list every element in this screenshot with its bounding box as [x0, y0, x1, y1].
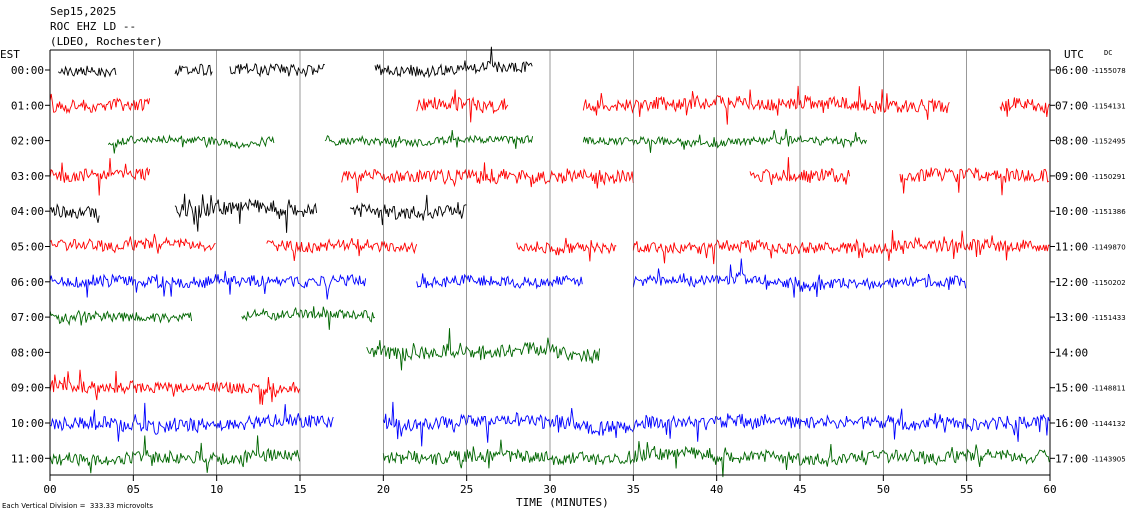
grid-lines: [49, 49, 1051, 481]
utc-label-0800: 14:00: [1055, 346, 1088, 359]
trace-0100-seg-0: [49, 93, 151, 115]
utc-label-0500: 11:00: [1055, 241, 1088, 254]
utc-label-0300: 09:00: [1055, 170, 1088, 183]
trace-0700-seg-1: [241, 306, 376, 330]
dc-offset-0300: -1150291: [1092, 173, 1126, 181]
x-tick-label-05: 05: [127, 483, 140, 496]
est-label-0800: 08:00: [11, 346, 44, 359]
x-tick-label-30: 30: [543, 483, 556, 496]
est-label-1100: 11:00: [11, 452, 44, 465]
trace-0400-seg-2: [349, 194, 467, 226]
trace-0600-seg-0: [49, 270, 367, 300]
est-label-0700: 07:00: [11, 311, 44, 324]
dc-offset-0900: -1148811: [1092, 385, 1126, 393]
trace-0000-seg-1: [174, 63, 213, 77]
vertical-division-note: Each Vertical Division = 333.33 microvol…: [2, 502, 154, 510]
dc-offset-0200: -1152495: [1092, 138, 1126, 146]
trace-1000-seg-0: [49, 402, 334, 442]
trace-0500-seg-1: [266, 238, 418, 261]
x-tick-label-20: 20: [377, 483, 390, 496]
station-code: ROC EHZ LD --: [50, 20, 137, 33]
est-label-0400: 04:00: [11, 205, 44, 218]
x-tick-label-60: 60: [1043, 483, 1056, 496]
trace-0700-seg-0: [49, 309, 193, 327]
x-tick-label-40: 40: [710, 483, 723, 496]
est-label-0200: 02:00: [11, 135, 44, 148]
x-tick-label-35: 35: [627, 483, 640, 496]
axis-labels: 00 05 10 15 20 25 30 35 40 45 50 55 60 00:00 06:00 -115…: [11, 64, 1126, 496]
est-label-0000: 00:00: [11, 64, 44, 77]
x-tick-label-00: 00: [43, 483, 56, 496]
trace-0200-seg-0: [107, 134, 275, 154]
utc-label-1000: 16:00: [1055, 417, 1088, 430]
x-tick-label-10: 10: [210, 483, 223, 496]
est-label-0900: 09:00: [11, 382, 44, 395]
trace-0800-seg-0: [366, 328, 600, 371]
dc-offset-0100: -1154131: [1092, 102, 1126, 110]
est-label-0100: 01:00: [11, 99, 44, 112]
dc-offset-0700: -1151433: [1092, 314, 1126, 322]
trace-0200-seg-2: [582, 128, 867, 153]
trace-0000-seg-3: [374, 46, 533, 79]
trace-0600-seg-1: [416, 273, 583, 290]
utc-label-0900: 15:00: [1055, 382, 1088, 395]
chart-date: Sep15,2025: [50, 5, 117, 18]
trace-0400-seg-1: [174, 193, 318, 233]
x-tick-label-45: 45: [793, 483, 806, 496]
trace-0300-seg-3: [899, 167, 1050, 196]
utc-label-0100: 07:00: [1055, 99, 1088, 112]
trace-layer: [49, 46, 1050, 478]
trace-0500-seg-2: [516, 237, 617, 262]
trace-0600-seg-2: [632, 258, 967, 298]
network-name: (LDEO, Rochester): [50, 35, 163, 48]
est-label-0500: 05:00: [11, 241, 44, 254]
est-label-1000: 10:00: [11, 417, 44, 430]
trace-1100-seg-1: [382, 439, 1050, 478]
est-axis-label: EST: [0, 48, 20, 61]
trace-0100-seg-1: [416, 89, 509, 123]
trace-1100-seg-0: [49, 435, 301, 474]
trace-0500-seg-0: [49, 233, 216, 254]
trace-0300-seg-1: [341, 162, 634, 194]
trace-0000-seg-2: [229, 63, 325, 78]
dc-offset-1000: -1144132: [1092, 420, 1126, 428]
utc-label-1100: 17:00: [1055, 452, 1088, 465]
trace-0900-seg-0: [49, 369, 301, 405]
utc-label-0600: 12:00: [1055, 276, 1088, 289]
est-label-0300: 03:00: [11, 170, 44, 183]
trace-0200-seg-1: [324, 129, 534, 149]
trace-0100-seg-2: [582, 85, 950, 125]
dc-offset-0600: -1150202: [1092, 279, 1126, 287]
dc-offset-1100: -1143905: [1092, 455, 1126, 463]
x-tick-label-15: 15: [293, 483, 306, 496]
x-tick-label-50: 50: [877, 483, 890, 496]
utc-label-0000: 06:00: [1055, 64, 1088, 77]
dc-offset-0000: -1155078: [1092, 67, 1126, 75]
x-axis-title: TIME (MINUTES): [516, 496, 609, 509]
utc-axis-label: UTC: [1064, 48, 1084, 61]
dc-column-header: DC: [1104, 49, 1113, 57]
dc-offset-0500: -1149870: [1092, 244, 1126, 252]
x-tick-label-25: 25: [460, 483, 473, 496]
est-label-0600: 06:00: [11, 276, 44, 289]
trace-0400-seg-0: [49, 203, 100, 223]
trace-0500-seg-3: [632, 230, 1050, 265]
trace-1000-seg-1: [382, 401, 1050, 447]
utc-label-0700: 13:00: [1055, 311, 1088, 324]
utc-label-0400: 10:00: [1055, 205, 1088, 218]
trace-0100-seg-3: [999, 97, 1050, 117]
trace-0000-seg-0: [57, 65, 117, 78]
utc-label-0200: 08:00: [1055, 135, 1088, 148]
x-tick-label-55: 55: [960, 483, 973, 496]
dc-offset-0400: -1151386: [1092, 208, 1126, 216]
trace-0300-seg-0: [49, 158, 151, 196]
